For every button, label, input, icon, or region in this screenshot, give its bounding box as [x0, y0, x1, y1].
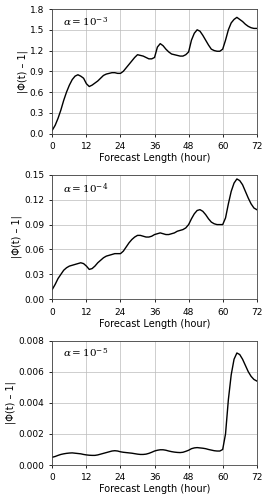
Y-axis label: |Φ(t) – 1|: |Φ(t) – 1| — [17, 50, 28, 92]
X-axis label: Forecast Length (hour): Forecast Length (hour) — [99, 318, 210, 328]
Text: $\alpha$$=10^{-5}$: $\alpha$$=10^{-5}$ — [62, 347, 108, 360]
Text: $\alpha$$=10^{-3}$: $\alpha$$=10^{-3}$ — [62, 16, 107, 28]
Y-axis label: |Φ(t) – 1|: |Φ(t) – 1| — [11, 216, 22, 258]
X-axis label: Forecast Length (hour): Forecast Length (hour) — [99, 153, 210, 163]
Y-axis label: |Φ(t) – 1|: |Φ(t) – 1| — [6, 382, 16, 424]
Text: $\alpha$$=10^{-4}$: $\alpha$$=10^{-4}$ — [62, 181, 108, 196]
X-axis label: Forecast Length (hour): Forecast Length (hour) — [99, 484, 210, 494]
